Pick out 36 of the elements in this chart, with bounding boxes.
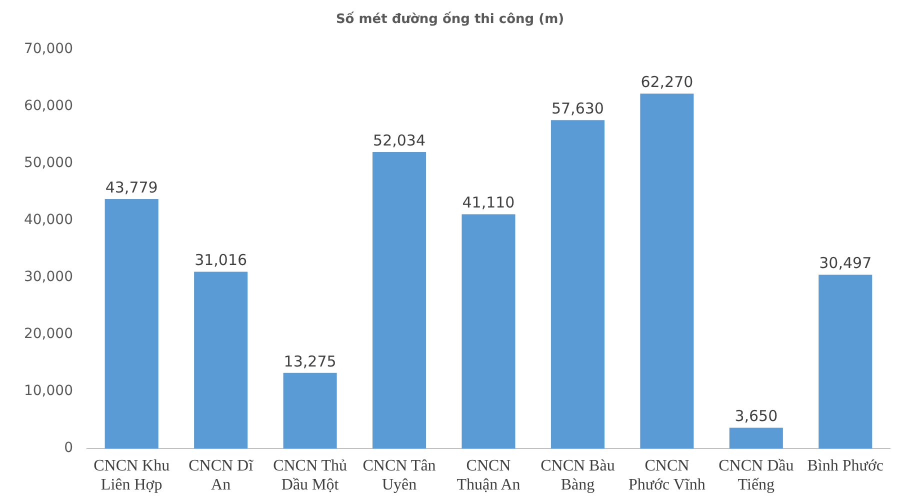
data-label: 30,497 [819,254,872,272]
y-tick-label: 0 [64,440,73,456]
y-tick-label: 40,000 [24,212,73,228]
x-tick-label: CNCN Dầu Tiếng [718,457,794,494]
y-tick-label: 30,000 [24,269,73,286]
y-tick-label: 10,000 [24,383,73,400]
data-label: 13,275 [284,352,336,370]
bar [283,372,337,449]
data-label: 43,779 [105,178,158,196]
bar [550,120,604,449]
bar [194,272,248,449]
bar [729,428,783,449]
data-label: 52,034 [373,131,426,150]
data-label: 41,110 [462,194,515,212]
x-tick-label: CNCN Tân Uyên [362,457,436,494]
y-tick-label: 70,000 [24,41,73,58]
bar [818,274,872,449]
bar [462,214,516,449]
chart-title: Số mét đường ống thi công (m) [336,11,564,28]
y-tick-label: 20,000 [24,326,73,342]
data-label: 57,630 [551,100,604,118]
bar [372,152,426,449]
x-tick-label: CNCN Phước Vĩnh [628,457,706,494]
x-tick-label: CNCN Thuận An [456,457,520,494]
x-tick-label: CNCN Dĩ An [188,457,254,494]
data-label: 3,650 [734,407,778,426]
data-label: 62,270 [640,73,694,92]
x-tick-label: CNCN Thủ Dầu Một [273,457,348,494]
y-tick-label: 60,000 [24,98,73,114]
x-tick-label: CNCN Bàu Bàng [540,457,615,494]
bar [104,199,158,449]
x-tick-label: Bình Phước [807,457,884,474]
y-tick-label: 50,000 [24,155,73,172]
bar [640,94,694,449]
data-label: 31,016 [194,251,248,270]
x-tick-label: CNCN Khu Liên Hợp [94,457,170,494]
